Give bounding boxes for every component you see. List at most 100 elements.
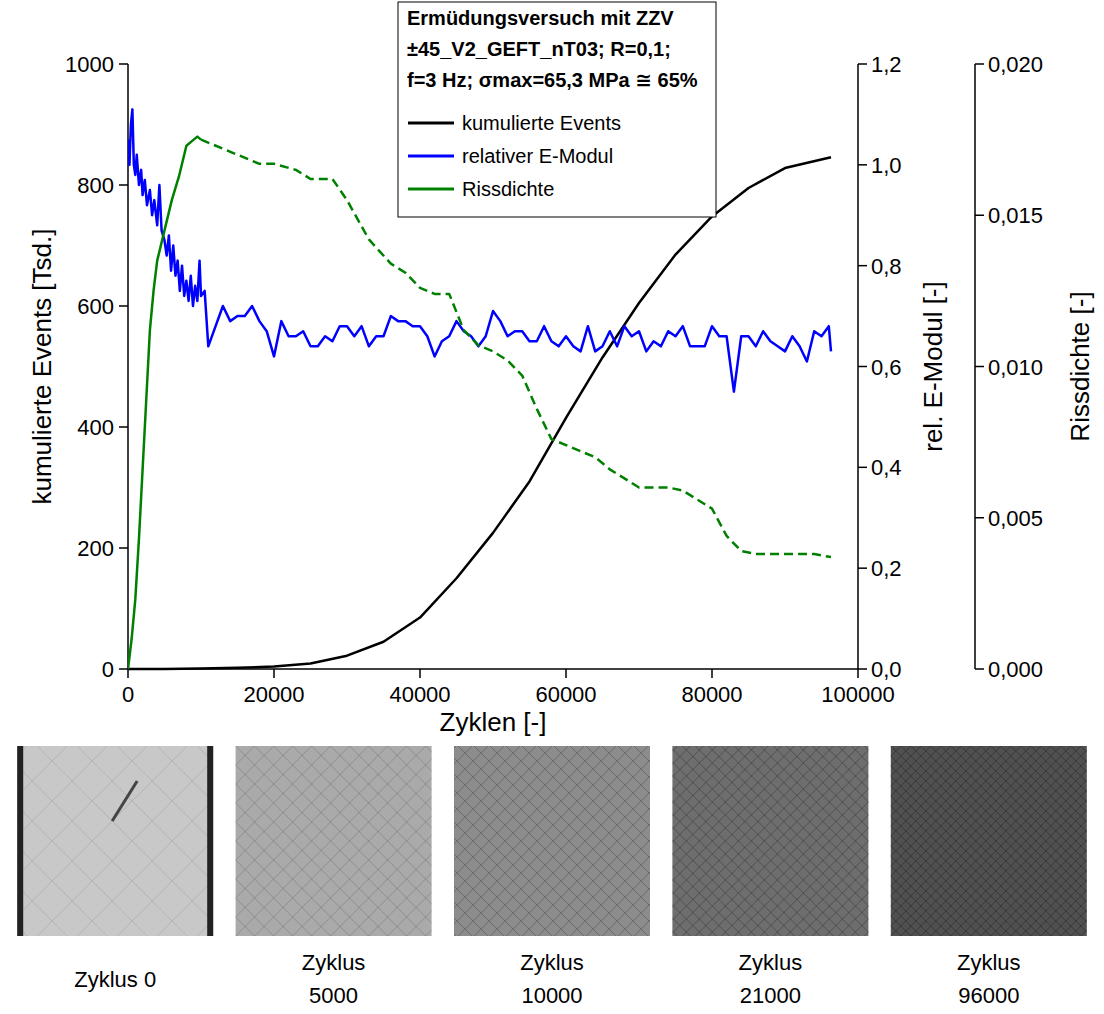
crack (407, 746, 432, 936)
edge (17, 746, 23, 936)
title: Ermüdungsversuch mit ZZV (407, 7, 674, 29)
crack (634, 746, 650, 936)
y-tick (119, 63, 128, 65)
crack (921, 746, 1087, 936)
crack (1021, 746, 1087, 936)
y2-tick (858, 265, 867, 267)
crack (17, 746, 67, 936)
crack (891, 746, 1071, 936)
crack (1071, 746, 1087, 936)
y2-tick (858, 668, 867, 670)
crack (747, 746, 868, 936)
y3-tick (975, 215, 984, 217)
crack (1031, 746, 1087, 936)
caption: Zyklus 0 (74, 967, 156, 992)
crack (672, 746, 833, 936)
y3-tick (975, 63, 984, 65)
crack (17, 746, 67, 936)
crack (602, 746, 650, 936)
caption: 21000 (740, 983, 801, 1008)
crack (981, 746, 1087, 936)
crack (350, 746, 432, 936)
x-tick-label: 60000 (535, 682, 596, 707)
crack (554, 746, 650, 936)
crack (672, 746, 859, 936)
crack (293, 746, 432, 936)
micrographs: Zyklus 0Zyklus5000Zyklus10000Zyklus21000… (0, 746, 1104, 1008)
crack-pattern (454, 746, 650, 936)
micrograph-bg (672, 746, 868, 936)
title: ±45_V2_GEFT_nT03; R=0,1; (407, 38, 671, 60)
crack (117, 746, 213, 936)
crack (825, 746, 868, 936)
y2-tick-label: 1,0 (871, 153, 902, 178)
y2-tick-label: 0,2 (871, 556, 902, 581)
legend-swatch (408, 122, 454, 125)
crack (864, 746, 868, 936)
y2-tick (858, 467, 867, 469)
crack (586, 746, 650, 936)
y-tick-label: 800 (77, 173, 114, 198)
crack (891, 746, 1051, 936)
crack (454, 746, 632, 936)
crack (197, 746, 213, 936)
y2-axis-title: rel. E-Modul [-] (918, 281, 948, 452)
crack (312, 746, 432, 936)
crack (721, 746, 868, 936)
y3-tick-label: 0,015 (988, 203, 1043, 228)
crack (369, 746, 432, 936)
y-tick (119, 305, 128, 307)
x-tick (565, 669, 567, 678)
micrograph-bg (236, 746, 432, 936)
legend-label: Rissdichte (462, 178, 554, 200)
crack (1051, 746, 1087, 936)
crack (921, 746, 1087, 936)
crack (672, 746, 833, 936)
x-tick-label: 0 (122, 682, 134, 707)
x-tick-label: 20000 (243, 682, 304, 707)
x-tick (711, 669, 713, 678)
crack (891, 746, 1081, 936)
y-tick (119, 668, 128, 670)
crack (454, 746, 504, 936)
crack (117, 746, 213, 936)
crack (17, 746, 147, 936)
crack (274, 746, 432, 936)
y3-tick-label: 0,005 (988, 506, 1043, 531)
y2-tick-label: 1,2 (871, 52, 902, 77)
crack (1061, 746, 1087, 936)
y-tick (119, 426, 128, 428)
crack (891, 746, 931, 936)
crack (538, 746, 650, 936)
caption: Zyklus (739, 950, 803, 975)
crack (891, 746, 1081, 936)
crack (672, 746, 859, 936)
crack (293, 746, 432, 936)
crack (538, 746, 650, 936)
series-line (128, 137, 201, 669)
crack (157, 746, 213, 936)
crack (941, 746, 1087, 936)
y2-tick-label: 0,0 (871, 657, 902, 682)
y-tick-label: 400 (77, 415, 114, 440)
crack (1081, 746, 1087, 936)
crack-pattern (891, 746, 1087, 936)
crack (812, 746, 868, 936)
crack (981, 746, 1087, 936)
crack (570, 746, 650, 936)
crack (672, 746, 716, 936)
crack (17, 746, 107, 936)
crack (851, 746, 868, 936)
crack (838, 746, 868, 936)
crack (586, 746, 650, 936)
crack (618, 746, 650, 936)
crack (17, 746, 107, 936)
crack (17, 746, 187, 936)
legend-label: kumulierte Events (462, 112, 621, 134)
legend-label: relativer E-Modul (462, 145, 613, 167)
caption: Zyklus (302, 950, 366, 975)
y2-tick (858, 567, 867, 569)
crack (941, 746, 1087, 936)
crack (1031, 746, 1087, 936)
y2-tick (858, 63, 867, 65)
